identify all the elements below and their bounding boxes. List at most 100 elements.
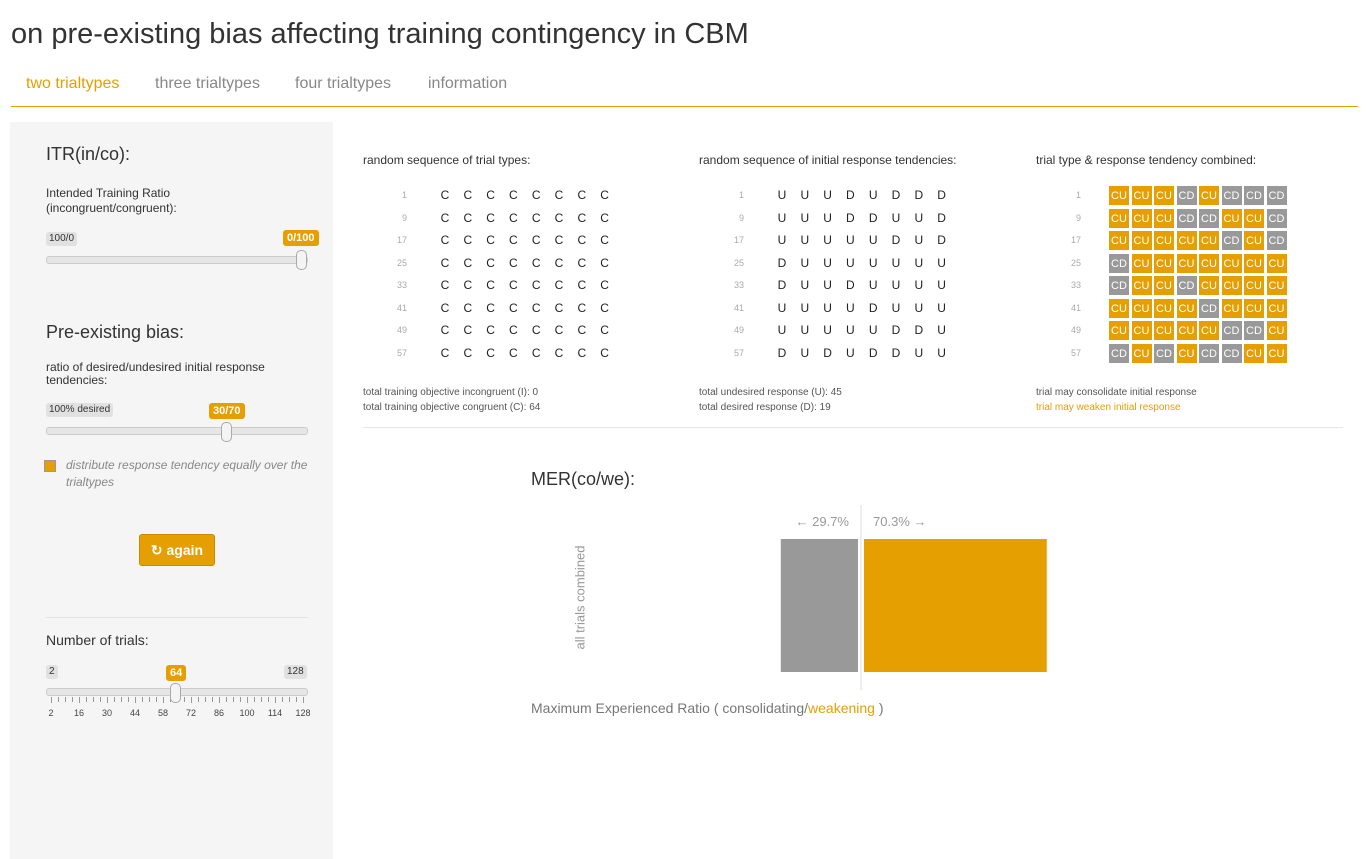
trials-max-label: 128 xyxy=(284,665,307,679)
sequence-cell: C xyxy=(600,278,609,292)
trials-grid-label: 128 xyxy=(295,708,311,718)
trials-grid-label: 30 xyxy=(101,708,113,718)
row-index: 41 xyxy=(396,302,407,313)
itr-slider-handle[interactable] xyxy=(296,250,307,270)
sequence-cell: U xyxy=(846,233,855,247)
sequence-cell: CD xyxy=(1175,185,1198,206)
sequence-cell: CD xyxy=(1220,320,1243,341)
trials-grid-tick xyxy=(205,697,206,702)
trials-grid-label: 2 xyxy=(48,708,54,718)
sequence-cell: C xyxy=(600,233,609,247)
sequence-cell: CU xyxy=(1108,185,1130,206)
sequence-cell: C xyxy=(554,233,564,247)
sequence-cell: D xyxy=(891,233,901,247)
tab-three-trialtypes[interactable]: three trialtypes xyxy=(155,75,260,92)
sequence-cell: D xyxy=(914,323,924,337)
sequence-cell: C xyxy=(531,233,541,247)
sequence-cell: C xyxy=(463,300,473,315)
sequence-cell: CU xyxy=(1108,320,1130,341)
trials-grid-tick xyxy=(184,697,185,702)
sequence-cell: CD xyxy=(1198,342,1220,364)
sequence-cell: C xyxy=(577,345,587,360)
sequence-cell: CD xyxy=(1265,207,1288,229)
sequence-cell: U xyxy=(777,300,787,315)
tab-information[interactable]: information xyxy=(428,75,508,92)
sequence-cell: C xyxy=(509,255,518,270)
sequence-cell: D xyxy=(891,323,901,337)
sequence-cell: CD xyxy=(1265,230,1288,251)
sequence-cell: C xyxy=(600,188,609,202)
sequence-cell: CU xyxy=(1130,275,1153,296)
sequence-cell: C xyxy=(463,188,473,202)
sequence-cell: CU xyxy=(1265,342,1288,364)
sequence-cell: CD xyxy=(1198,297,1220,319)
sequence-cell: CD xyxy=(1108,342,1130,364)
sequence-cell: C xyxy=(577,255,587,270)
sequence-cell: C xyxy=(554,188,564,202)
row-index: 33 xyxy=(1070,280,1081,290)
trials-grid-tick xyxy=(65,697,66,702)
row-index: 33 xyxy=(733,280,744,290)
sequence-cell: D xyxy=(937,210,946,225)
sequence-cell: D xyxy=(891,188,901,202)
sequence-cell: U xyxy=(914,345,924,360)
bias-slider-handle[interactable] xyxy=(221,422,232,442)
trials-grid-tick xyxy=(86,697,87,702)
itr-min-label: 100/0 xyxy=(46,232,78,246)
sequence-cell: CU xyxy=(1175,320,1198,341)
again-button[interactable]: ↻ again xyxy=(139,534,215,566)
row-index: 17 xyxy=(1070,235,1081,245)
distribute-checkbox[interactable] xyxy=(44,460,56,472)
sequence-cell: U xyxy=(800,188,810,202)
sequence-cell: U xyxy=(846,255,855,270)
sequence-cell: CU xyxy=(1243,252,1265,274)
sequence-cell: C xyxy=(486,255,495,270)
sequence-cell: CU xyxy=(1175,342,1198,364)
section-divider xyxy=(363,427,1343,428)
sequence-cell: CU xyxy=(1243,342,1265,364)
trials-grid-tick xyxy=(135,697,136,703)
trials-grid-ticks xyxy=(51,697,304,703)
sequence-cell: U xyxy=(937,323,946,337)
trials-grid-label: 86 xyxy=(213,708,225,718)
trials-grid-label: 114 xyxy=(267,708,283,718)
sequence-cell: C xyxy=(486,323,495,337)
trials-grid-tick xyxy=(233,697,234,702)
responses-footer-undesired: total undesired response (U): 45 xyxy=(699,387,842,398)
sequence-cell: C xyxy=(463,278,473,292)
sidebar-divider xyxy=(46,617,308,618)
trial-types-footer-incongruent: total training objective incongruent (I)… xyxy=(363,387,539,398)
sequence-cell: U xyxy=(937,345,946,360)
trials-grid-tick xyxy=(282,697,283,702)
sequence-cell: C xyxy=(509,233,518,247)
sequence-cell: U xyxy=(800,345,810,360)
sequence-cell: CU xyxy=(1175,252,1198,274)
row-index: 1 xyxy=(1075,190,1081,200)
sequence-cell: C xyxy=(463,323,473,337)
sequence-cell: C xyxy=(463,255,473,270)
sequence-cell: CD xyxy=(1265,185,1288,206)
sequence-cell: CU xyxy=(1175,297,1198,319)
sequence-cell: C xyxy=(486,188,495,202)
mer-title: MER(co/we): xyxy=(531,469,636,489)
row-index: 33 xyxy=(396,280,407,290)
trials-grid-tick xyxy=(72,697,73,702)
tab-two-trialtypes[interactable]: two trialtypes xyxy=(26,75,120,92)
sequence-cell: CD xyxy=(1220,342,1243,364)
trials-min-label: 2 xyxy=(46,665,58,679)
sequence-cell: CU xyxy=(1220,297,1243,319)
trial-types-title: random sequence of trial types: xyxy=(363,153,531,167)
trials-slider-handle[interactable] xyxy=(170,683,181,703)
sequence-cell: C xyxy=(577,278,587,292)
sequence-cell: C xyxy=(440,233,450,247)
sequence-cell: CU xyxy=(1130,320,1153,341)
sequence-cell: CD xyxy=(1175,275,1198,296)
responses-footer-desired: total desired response (D): 19 xyxy=(699,402,831,413)
itr-label: Intended Training Ratio (incongruent/con… xyxy=(46,186,177,215)
sequence-cell: C xyxy=(577,323,587,337)
trials-grid-tick xyxy=(261,697,262,702)
sequence-cell: U xyxy=(891,210,901,225)
bias-slider-track[interactable] xyxy=(46,427,308,435)
tab-four-trialtypes[interactable]: four trialtypes xyxy=(295,75,392,92)
itr-slider-track[interactable] xyxy=(46,256,308,264)
